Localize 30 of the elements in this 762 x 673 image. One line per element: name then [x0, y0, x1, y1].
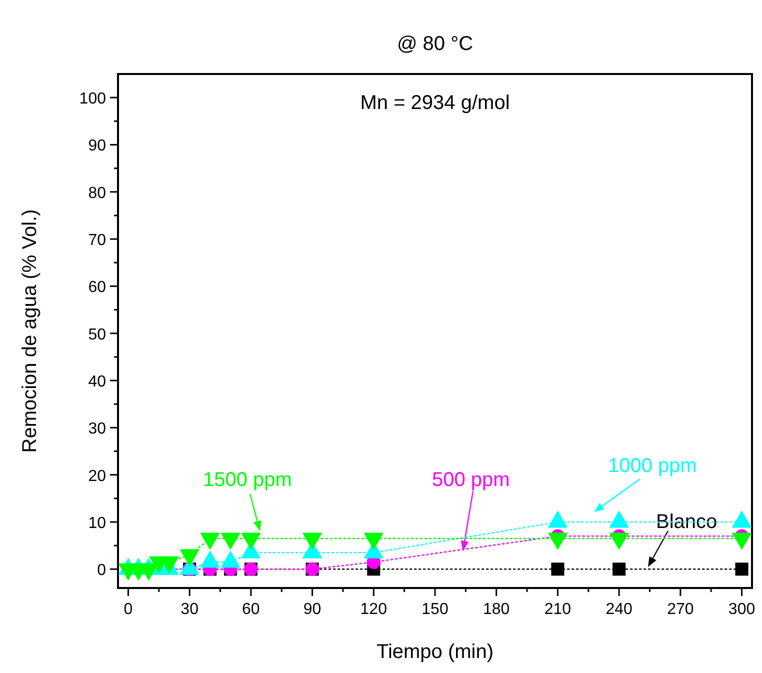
x-tick-label: 270: [667, 601, 694, 618]
x-tick-label: 180: [483, 601, 510, 618]
y-tick-label: 70: [88, 232, 106, 250]
y-tick-label: 20: [88, 468, 106, 485]
series-label: 1000 ppm: [608, 455, 697, 477]
y-tick-label: 80: [88, 184, 106, 202]
x-tick-label: 30: [180, 601, 199, 618]
y-tick-label: 90: [88, 138, 106, 155]
x-tick-label: 240: [606, 601, 633, 618]
y-tick-label: 50: [88, 326, 106, 344]
x-tick-label: 210: [544, 601, 572, 618]
y-tick-label: 100: [79, 90, 106, 108]
text: 1500 ppm: [203, 469, 292, 491]
annotation: Mn = 2934 g/mol: [360, 92, 510, 114]
y-tick-label: 40: [88, 374, 106, 391]
x-tick-label: 300: [728, 601, 756, 618]
y-axis-title: Remocion de agua (% Vol.): [19, 209, 41, 453]
chart-title: @ 80 °C: [396, 33, 474, 55]
x-tick-label: 90: [303, 601, 322, 618]
x-tick-label: 60: [242, 601, 260, 618]
x-tick-label: 120: [360, 601, 388, 618]
x-axis-title: Tiempo (min): [376, 641, 494, 663]
series-label: Blanco: [656, 511, 718, 533]
y-tick-label: 60: [88, 279, 106, 296]
y-tick-label: 10: [88, 514, 106, 532]
y-tick-label: 30: [88, 420, 106, 438]
x-tick-label: 0: [124, 601, 133, 618]
y-tick-label: 0: [97, 562, 106, 580]
x-tick-label: 150: [422, 601, 448, 618]
text: 500 ppm: [432, 469, 510, 491]
